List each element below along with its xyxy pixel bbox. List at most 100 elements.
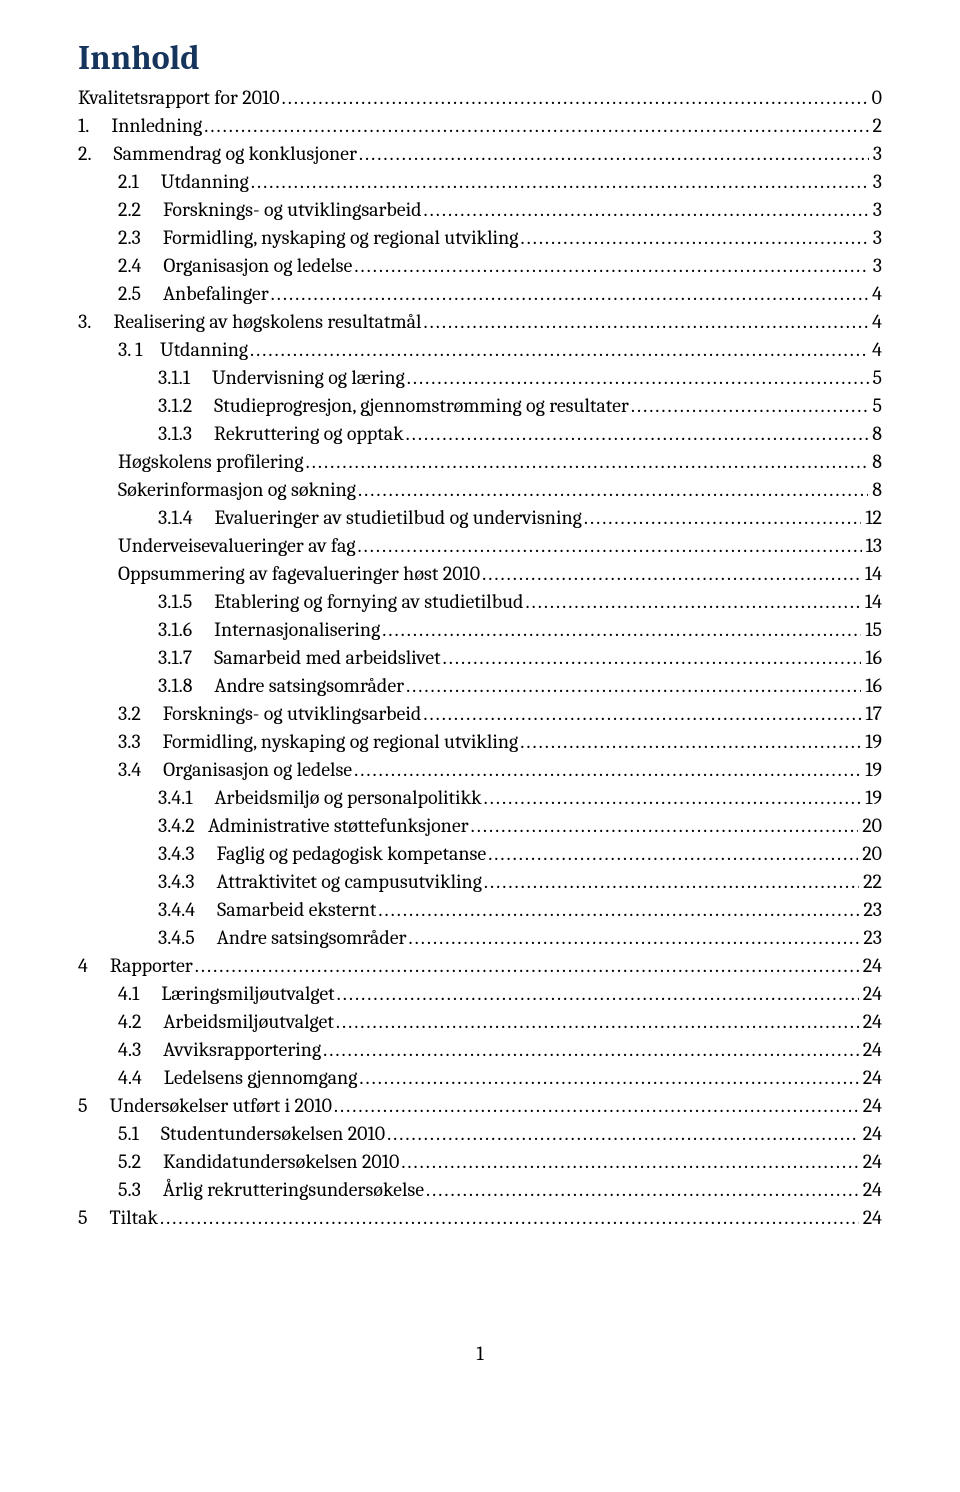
toc-entry-page: 22 [859, 868, 882, 896]
toc-entry-page: 16 [861, 672, 882, 700]
toc-entry-page: 14 [861, 588, 882, 616]
toc-entry: Høgskolens profilering8 [78, 448, 882, 476]
toc-entry-label: 5 Tiltak [78, 1204, 160, 1232]
toc-entry-label: 3.1.4 Evalueringer av studietilbud og un… [158, 504, 584, 532]
toc-entry-page: 24 [859, 1092, 882, 1120]
toc-entry-label: Søkerinformasjon og søkning [118, 476, 358, 504]
toc-entry-label: 4.2 Arbeidsmiljøutvalget [118, 1008, 336, 1036]
toc-entry-label: 3.1.7 Samarbeid med arbeidslivet [158, 644, 443, 672]
toc-entry-label: 3.4.3 Faglig og pedagogisk kompetanse [158, 840, 488, 868]
toc-entry-page: 14 [861, 560, 882, 588]
toc-dot-leader [282, 84, 868, 112]
toc-entry-label: 2.5 Anbefalinger [118, 280, 271, 308]
toc-entry-label: 3.4.2 Administrative støttefunksjoner [158, 812, 471, 840]
toc-entry: 3.1.5 Etablering og fornying av studieti… [78, 588, 882, 616]
toc-dot-leader [482, 560, 861, 588]
toc-entry: 2.2 Forsknings- og utviklingsarbeid 3 [78, 196, 882, 224]
toc-entry: 5 Undersøkelser utført i 2010 24 [78, 1092, 882, 1120]
toc-entry-page: 24 [859, 1120, 882, 1148]
toc-entry-label: 5 Undersøkelser utført i 2010 [78, 1092, 334, 1120]
toc-entry-page: 3 [869, 196, 882, 224]
toc-entry: 4 Rapporter24 [78, 952, 882, 980]
toc-entry: 3.3 Formidling, nyskaping og regional ut… [78, 728, 882, 756]
toc-entry: 3.2 Forsknings- og utviklingsarbeid17 [78, 700, 882, 728]
toc-entry: 3.1.7 Samarbeid med arbeidslivet 16 [78, 644, 882, 672]
toc-entry-label: 3.4 Organisasjon og ledelse [118, 756, 354, 784]
toc-dot-leader [160, 1204, 859, 1232]
toc-entry: 3.4.2 Administrative støttefunksjoner 20 [78, 812, 882, 840]
toc-dot-leader [378, 896, 859, 924]
toc-entry: 1. Innledning 2 [78, 112, 882, 140]
toc-entry-label: 4.3 Avviksrapportering [118, 1036, 323, 1064]
toc-dot-leader [426, 1176, 859, 1204]
toc-entry-page: 20 [858, 840, 882, 868]
toc-entry-page: 8 [868, 448, 882, 476]
toc-entry: 2.3 Formidling, nyskaping og regional ut… [78, 224, 882, 252]
toc-dot-leader [359, 140, 869, 168]
toc-entry: 5.1 Studentundersøkelsen 201024 [78, 1120, 882, 1148]
toc-entry-page: 24 [859, 1008, 882, 1036]
toc-dot-leader [520, 224, 868, 252]
toc-entry-page: 20 [858, 812, 882, 840]
toc-dot-leader [323, 1036, 859, 1064]
toc-entry-label: 4.1 Læringsmiljøutvalget [118, 980, 337, 1008]
toc-dot-leader [382, 616, 861, 644]
toc-entry: 5.3 Årlig rekrutteringsundersøkelse24 [78, 1176, 882, 1204]
toc-dot-leader [484, 784, 862, 812]
toc-entry: 3.1.2 Studieprogresjon, gjennomstrømming… [78, 392, 882, 420]
toc-dot-leader [406, 672, 861, 700]
toc-entry: 4.4 Ledelsens gjennomgang 24 [78, 1064, 882, 1092]
toc-entry-page: 4 [868, 308, 882, 336]
toc-dot-leader [584, 504, 861, 532]
toc-dot-leader [250, 336, 868, 364]
toc-entry: 2. Sammendrag og konklusjoner3 [78, 140, 882, 168]
toc-entry-page: 17 [861, 700, 882, 728]
toc-entry-page: 3 [869, 224, 882, 252]
toc-entry-page: 2 [869, 112, 882, 140]
toc-entry-label: 2. Sammendrag og konklusjoner [78, 140, 359, 168]
toc-dot-leader [387, 1120, 859, 1148]
toc-entry: 3.4 Organisasjon og ledelse19 [78, 756, 882, 784]
toc-dot-leader [520, 728, 861, 756]
toc-dot-leader [204, 112, 868, 140]
toc-dot-leader [358, 476, 868, 504]
toc-entry-label: 3.3 Formidling, nyskaping og regional ut… [118, 728, 520, 756]
toc-entry-label: 2.1 Utdanning [118, 168, 251, 196]
page-number: 1 [78, 1342, 882, 1365]
toc-entry-page: 3 [869, 168, 882, 196]
toc-entry: 3.1.1 Undervisning og læring5 [78, 364, 882, 392]
toc-entry-label: 3.4.5 Andre satsingsområder [158, 924, 408, 952]
toc-entry-page: 19 [861, 728, 882, 756]
toc-container: Kvalitetsrapport for 201001. Innledning2… [78, 84, 882, 1232]
toc-entry: 3. Realisering av høgskolens resultatmål… [78, 308, 882, 336]
toc-dot-leader [401, 1148, 858, 1176]
toc-entry-label: 1. Innledning [78, 112, 204, 140]
toc-entry-label: 3.1.2 Studieprogresjon, gjennomstrømming… [158, 392, 631, 420]
toc-entry-page: 4 [868, 280, 882, 308]
toc-entry: 2.1 Utdanning 3 [78, 168, 882, 196]
toc-entry-label: 4.4 Ledelsens gjennomgang [118, 1064, 359, 1092]
toc-entry-label: 5.2 Kandidatundersøkelsen 2010 [118, 1148, 401, 1176]
toc-entry-page: 24 [859, 1064, 882, 1092]
toc-dot-leader [407, 364, 869, 392]
toc-entry-label: 3.1.6 Internasjonalisering [158, 616, 382, 644]
toc-entry-page: 15 [861, 616, 882, 644]
toc-dot-leader [251, 168, 869, 196]
toc-dot-leader [424, 196, 869, 224]
toc-dot-leader [423, 700, 861, 728]
toc-entry-label: 3.4.3 Attraktivitet og campusutvikling [158, 868, 484, 896]
toc-entry-page: 8 [868, 420, 882, 448]
toc-entry-page: 3 [869, 252, 882, 280]
toc-title: Innhold [78, 38, 882, 78]
toc-entry-label: Oppsummering av fagevalueringer høst 201… [118, 560, 482, 588]
toc-entry-label: Underveisevalueringer av fag [118, 532, 358, 560]
toc-entry-label: 2.2 Forsknings- og utviklingsarbeid [118, 196, 424, 224]
toc-entry: 3.1.3 Rekruttering og opptak8 [78, 420, 882, 448]
toc-dot-leader [195, 952, 859, 980]
toc-dot-leader [271, 280, 868, 308]
toc-entry-page: 16 [861, 644, 882, 672]
toc-entry: 4.3 Avviksrapportering24 [78, 1036, 882, 1064]
toc-entry: 4.1 Læringsmiljøutvalget24 [78, 980, 882, 1008]
toc-dot-leader [336, 1008, 859, 1036]
toc-entry: 2.4 Organisasjon og ledelse3 [78, 252, 882, 280]
